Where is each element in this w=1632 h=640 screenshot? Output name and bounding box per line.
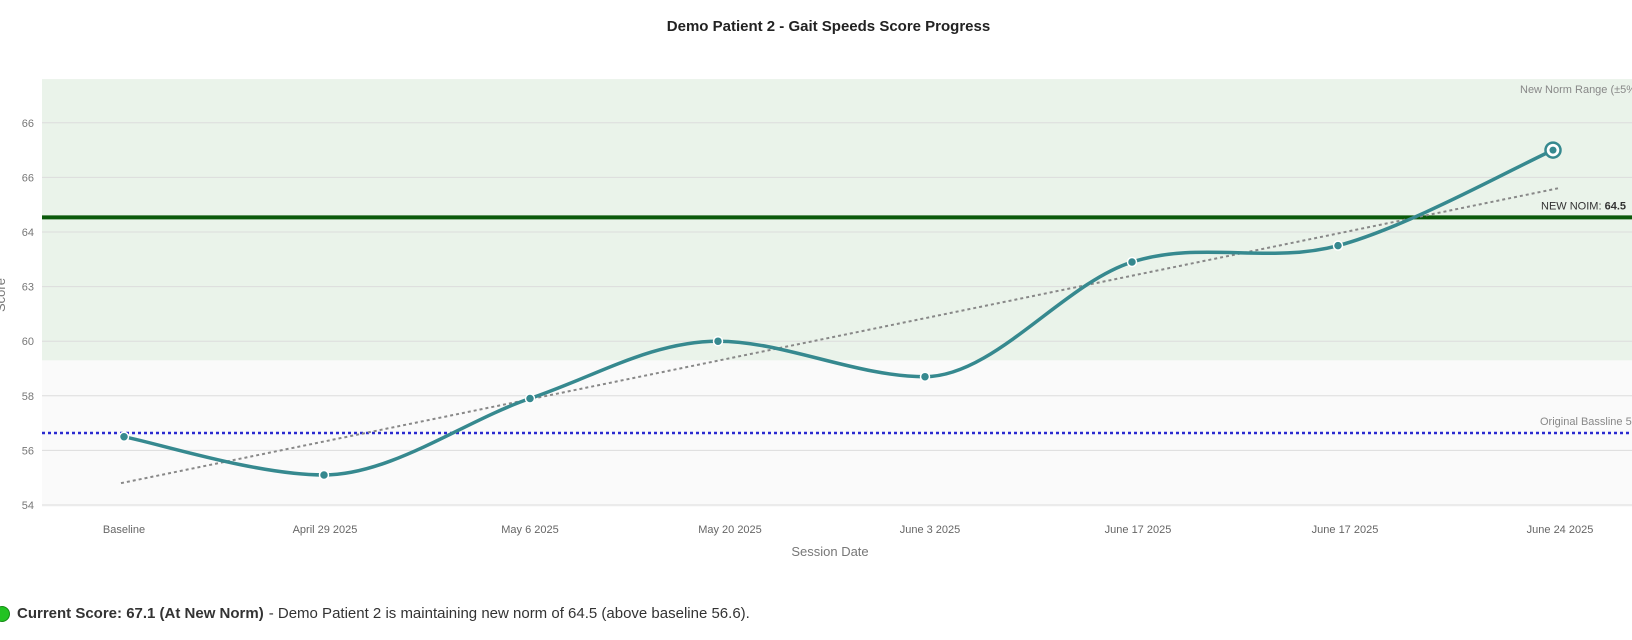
- x-tick-label: May 20 2025: [698, 524, 762, 536]
- grid-layer: [42, 122, 1632, 506]
- x-tick-label: June 3 2025: [900, 524, 961, 536]
- score-point: [118, 431, 130, 442]
- y-tick-label: 56: [22, 445, 34, 457]
- norm-range-band: [42, 79, 1632, 361]
- new-norm-label-prefix: NEW NOIM:: [1541, 200, 1605, 212]
- x-tick-label: June 24 2025: [1527, 524, 1594, 536]
- status-dot-icon: [0, 605, 10, 622]
- score-point: [919, 371, 931, 382]
- x-tick-label: June 17 2025: [1312, 524, 1379, 536]
- score-point: [1332, 240, 1344, 251]
- y-tick-label: 64: [22, 227, 34, 239]
- new-norm-label: NEW NOIM: 64.5: [1541, 200, 1626, 212]
- norm-range-layer: [42, 79, 1632, 507]
- annotation-layer: New Norm Range (±5% 0 NEW NOIM: 64.5 Origi…: [1520, 84, 1632, 428]
- y-tick-label: 66: [22, 118, 34, 130]
- norm-range-label: New Norm Range (±5% 0: [1520, 84, 1632, 96]
- y-tick-label: 58: [22, 391, 34, 403]
- score-line: [122, 148, 1555, 477]
- current-score-point-center: [1549, 146, 1557, 154]
- y-tick-label: 66: [22, 172, 34, 184]
- chart: 54 56 58 60 63 64 66 66 Baseline April 29 2025 May…: [0, 79, 1632, 559]
- score-point: [524, 393, 536, 404]
- baseline-label: Original Bassline 56.: [1540, 416, 1632, 428]
- status-label: Current Score: 67.1 (At New Norm): [17, 605, 264, 622]
- status-text: - Demo Patient 2 is maintaining new norm…: [268, 605, 750, 622]
- score-point: [318, 469, 330, 481]
- score-point: [1126, 256, 1138, 268]
- y-tick-label: 60: [22, 336, 34, 348]
- trend-line: [120, 187, 1559, 485]
- reference-lines-layer: [42, 215, 1632, 435]
- series-layer: [118, 141, 1562, 481]
- y-axis-title: Score: [0, 278, 8, 312]
- status-line: Current Score: 67.1 (At New Norm) - Demo…: [0, 605, 750, 622]
- chart-title: Demo Patient 2 - Gait Speeds Score Progr…: [666, 18, 991, 35]
- x-tick-label: May 6 2025: [501, 524, 558, 536]
- x-tick-label: April 29 2025: [293, 524, 358, 536]
- new-norm-label-value: 64.5: [1605, 200, 1626, 212]
- x-axis-title: Session Date: [791, 544, 868, 559]
- x-tick-label: June 17 2025: [1105, 524, 1172, 536]
- x-tick-label: Baseline: [103, 524, 145, 536]
- trend-layer: [120, 187, 1559, 485]
- score-point: [712, 335, 724, 347]
- y-tick-label: 54: [22, 500, 34, 512]
- y-tick-label: 63: [22, 282, 34, 294]
- axes-layer: 54 56 58 60 63 64 66 66 Baseline April 29 2025 May…: [0, 118, 1593, 559]
